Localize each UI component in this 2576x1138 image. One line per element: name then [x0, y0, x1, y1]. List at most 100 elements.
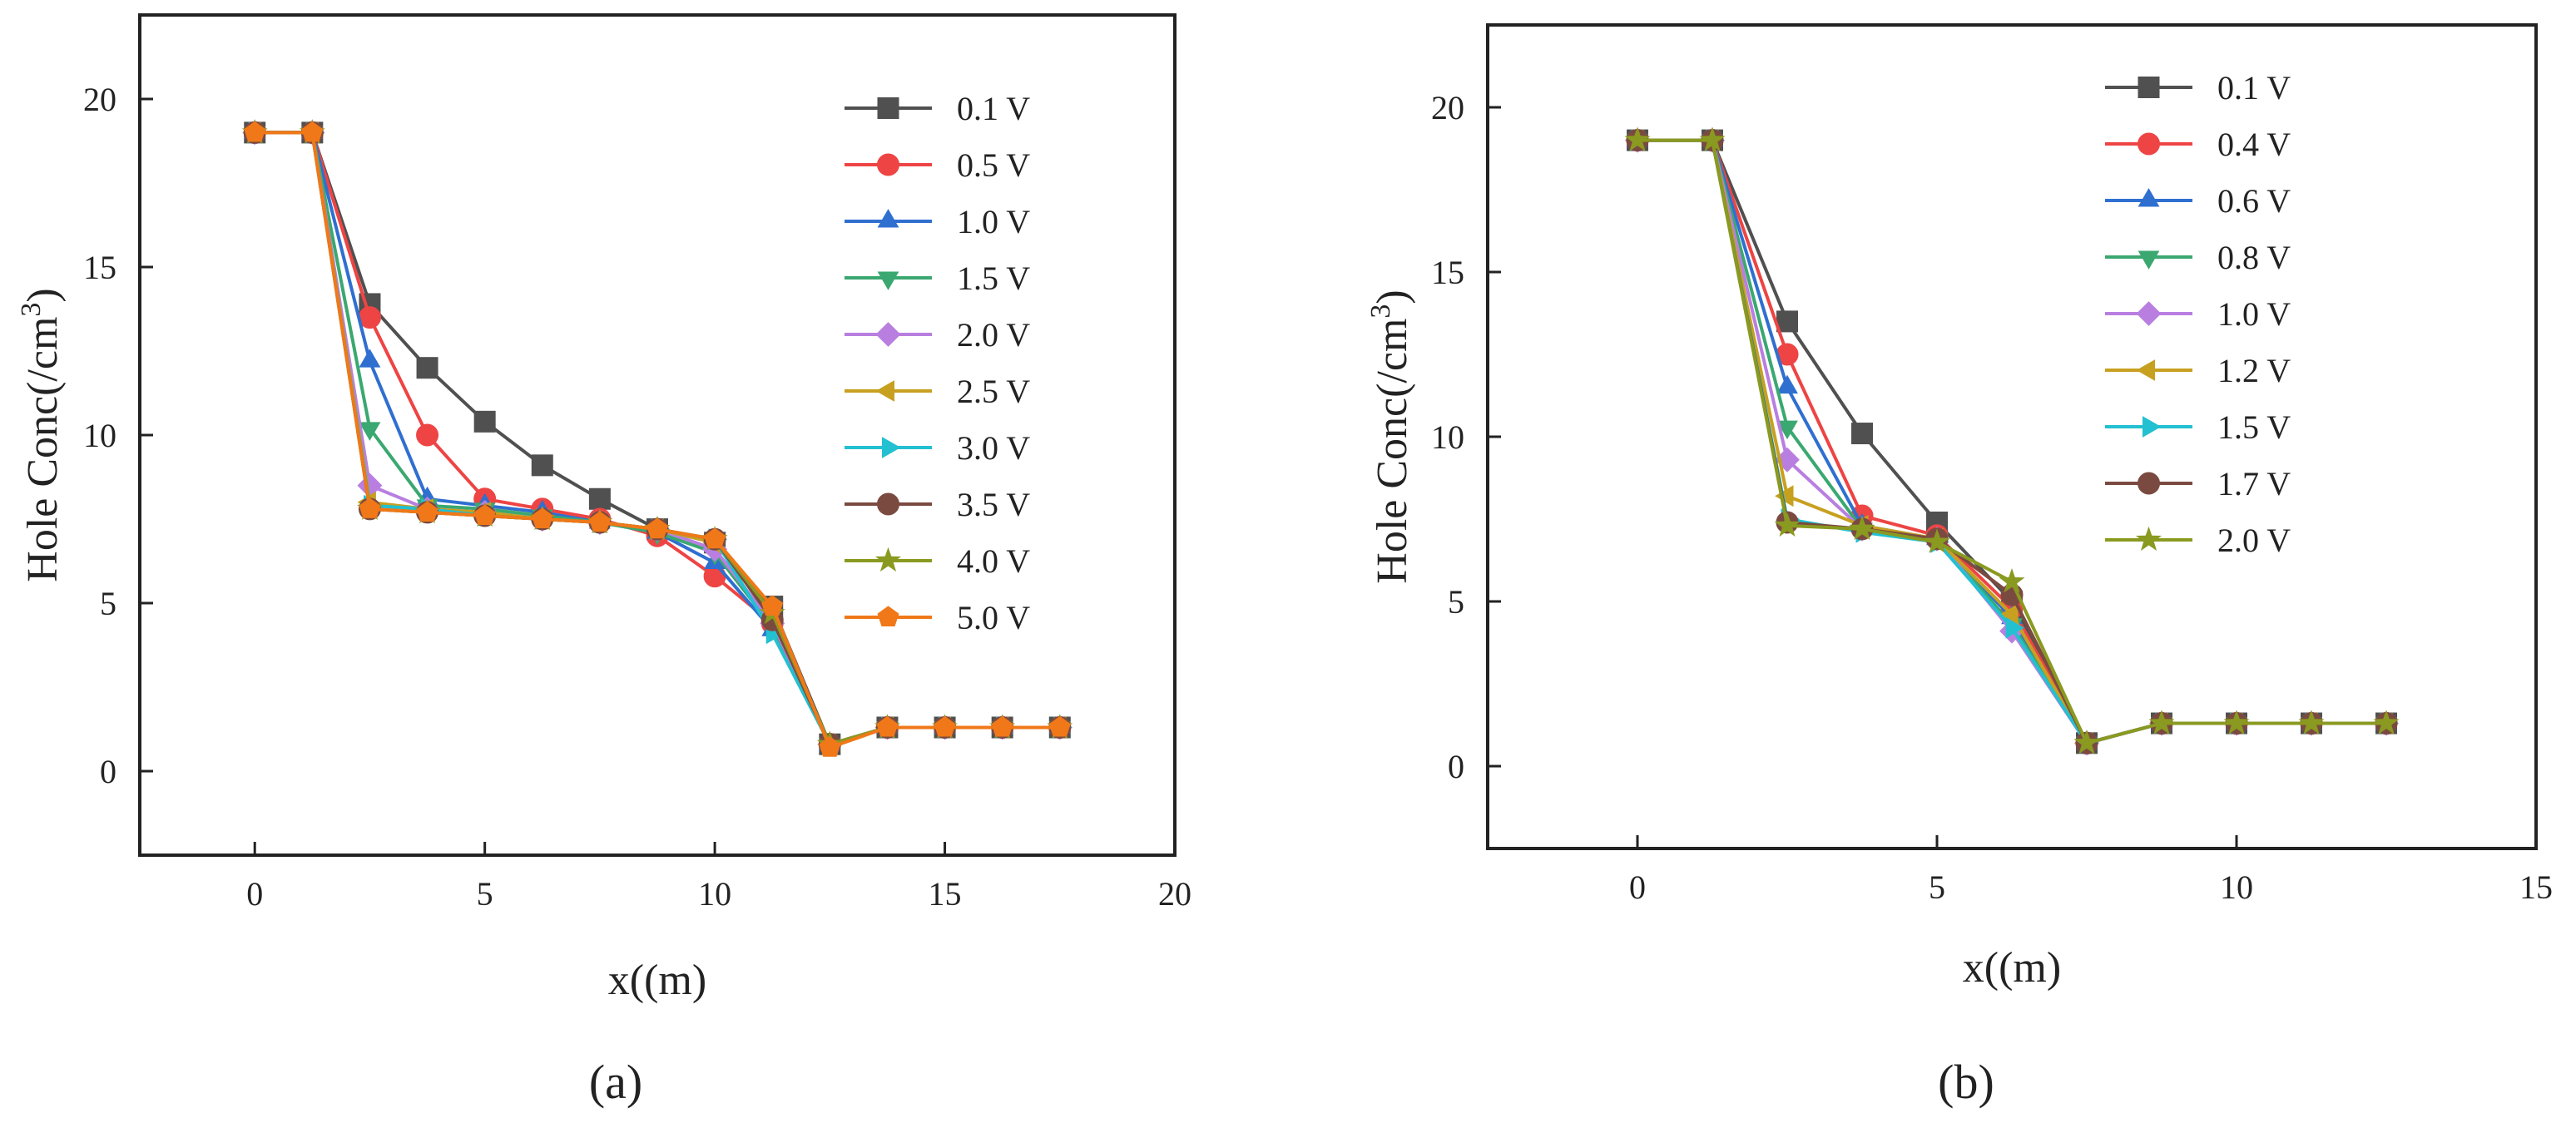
y-tick-label: 0 [100, 753, 116, 790]
y-axis-title-main-a: Hole Conc(/cm [19, 317, 67, 582]
legend-item: 1.2 V [2105, 352, 2291, 389]
legend-marker [877, 492, 899, 516]
y-tick-label: 15 [1431, 254, 1464, 291]
legend-marker [877, 209, 899, 228]
legend-item: 2.0 V [2105, 522, 2291, 559]
y-tick-label: 20 [83, 81, 116, 118]
data-point [2073, 730, 2100, 755]
data-point [991, 715, 1013, 737]
data-point [2298, 710, 2325, 735]
data-point [588, 511, 611, 532]
axis-ticks-b: 0 5 10 15 0 5 10 15 20 [1431, 89, 2553, 906]
legend-label: 4.0 V [957, 542, 1030, 580]
y-tick-label: 10 [83, 417, 116, 454]
data-point [2005, 616, 2024, 639]
legend-label: 0.4 V [2217, 126, 2291, 163]
data-point [359, 349, 381, 368]
x-tick-label: 0 [1629, 868, 1646, 906]
data-point [359, 497, 381, 518]
y-tick-label: 0 [1448, 748, 1464, 785]
series-0_1V [244, 121, 1071, 755]
series-group-a [241, 119, 1073, 757]
data-point [473, 504, 496, 525]
legend-marker [2136, 526, 2162, 552]
data-point [876, 715, 899, 737]
legend-item: 0.6 V [2105, 182, 2291, 220]
series-group-b [1624, 126, 2400, 756]
legend-item: 2.0 V [845, 316, 1030, 354]
data-point [301, 121, 324, 142]
legend-item: 1.0 V [845, 203, 1030, 240]
data-point [531, 507, 553, 528]
caption-b: (b) [1938, 1055, 1994, 1109]
legend-marker [877, 606, 899, 626]
series-0_5V [243, 121, 1072, 756]
data-point [416, 357, 438, 379]
legend-item: 3.5 V [845, 486, 1030, 523]
data-point [761, 595, 784, 616]
legend-label: 2.0 V [957, 316, 1030, 354]
y-tick-label: 15 [83, 249, 116, 286]
data-point [1775, 447, 1800, 473]
data-point [1624, 126, 1651, 151]
data-point [416, 501, 438, 522]
chart-panel-a: 0 5 10 15 20 0 5 10 15 20 0.1 V 0.5 V 1.0 V 1.5 V 2.0… [16, 13, 1191, 1109]
legend-label: 1.5 V [2217, 408, 2291, 446]
y-axis-title-close-a: ) [19, 288, 67, 302]
legend-label: 0.8 V [2217, 239, 2291, 276]
legend-a: 0.1 V 0.5 V 1.0 V 1.5 V 2.0 V 2.5 V 3.0 V 3.5 V… [845, 90, 1030, 636]
legend-item: 5.0 V [845, 599, 1030, 636]
data-point [1048, 715, 1071, 737]
legend-marker [875, 547, 901, 572]
y-axis-title-sup-a: 3 [16, 303, 47, 317]
legend-marker [877, 97, 899, 119]
legend-item: 1.5 V [2105, 408, 2291, 446]
legend-marker [882, 437, 901, 458]
data-point [1699, 126, 1726, 151]
y-axis-title-sup-b: 3 [1365, 304, 1396, 319]
y-tick-label: 20 [1431, 89, 1464, 126]
series-2_0V [242, 120, 1073, 757]
data-point [1776, 310, 1798, 333]
legend-item: 2.5 V [845, 373, 1030, 410]
legend-label: 0.6 V [2217, 182, 2291, 220]
series-line [255, 131, 1060, 746]
legend-label: 5.0 V [957, 599, 1030, 636]
data-point [244, 121, 266, 142]
legend-marker [2136, 301, 2162, 326]
legend-label: 1.5 V [957, 260, 1030, 297]
data-point [1776, 420, 1798, 440]
x-axis-title-a: x((m) [608, 957, 706, 1004]
legend-marker [877, 153, 899, 176]
legend-item: 1.7 V [2105, 465, 2291, 502]
data-point [934, 715, 956, 737]
legend-marker [2138, 250, 2160, 270]
x-tick-label: 5 [477, 875, 493, 913]
caption-a: (a) [589, 1055, 642, 1109]
x-tick-label: 10 [698, 875, 731, 913]
data-point [1851, 423, 1873, 445]
y-tick-label: 5 [100, 585, 116, 622]
legend-marker [2138, 188, 2160, 207]
data-point [819, 736, 841, 757]
x-tick-label: 15 [2519, 868, 2553, 906]
axis-ticks-a: 0 5 10 15 20 0 5 10 15 20 [83, 81, 1191, 913]
y-axis-title-b: Hole Conc(/cm3) [1365, 289, 1416, 583]
series-1_5V [244, 126, 1071, 757]
legend-item: 0.1 V [2105, 69, 2291, 106]
x-tick-label: 5 [1929, 868, 1945, 906]
legend-item: 3.0 V [845, 429, 1030, 467]
legend-label: 0.1 V [957, 90, 1030, 127]
series-line [255, 131, 1060, 750]
legend-item: 4.0 V [845, 542, 1030, 580]
legend-label: 2.5 V [957, 373, 1030, 410]
data-point [531, 454, 553, 477]
data-point [2223, 710, 2250, 735]
x-tick-label: 0 [246, 875, 263, 913]
series-3_0V [248, 121, 1073, 755]
y-axis-title-main-b: Hole Conc(/cm [1369, 319, 1416, 584]
legend-item: 0.1 V [845, 90, 1030, 127]
legend-label: 1.0 V [2217, 295, 2291, 333]
legend-marker [2143, 416, 2162, 438]
legend-label: 2.0 V [2217, 522, 2291, 559]
